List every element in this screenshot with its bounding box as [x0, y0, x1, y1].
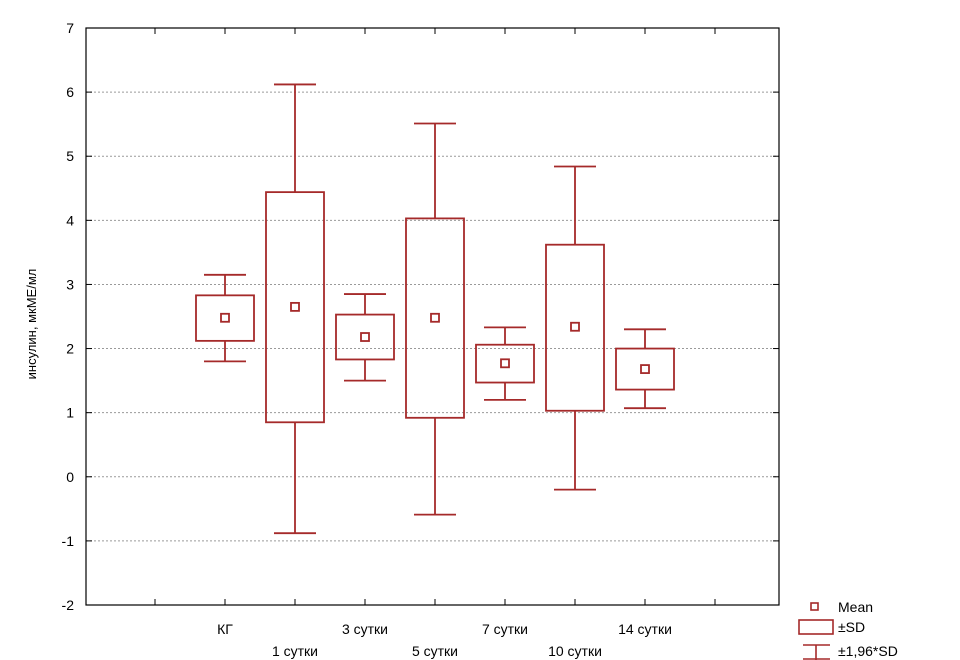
- mean-marker: [500, 358, 510, 369]
- box-group: [615, 328, 675, 410]
- legend: Mean ±SD ±1,96*SD: [798, 599, 898, 660]
- sd-box: [615, 347, 675, 391]
- sd-box: [265, 191, 325, 424]
- mean-marker: [360, 332, 370, 342]
- y-axis-label: инсулин, мкМЕ/мл: [24, 269, 39, 380]
- box-group: [195, 273, 255, 363]
- legend-mean-symbol: [810, 602, 819, 611]
- sd-box: [195, 294, 255, 342]
- y-tick-label: 1: [66, 405, 74, 421]
- x-tick-label: 14 сутки: [618, 621, 672, 637]
- sd-box: [545, 243, 605, 412]
- y-tick-label: 4: [66, 212, 74, 228]
- box-group: [545, 165, 605, 491]
- y-tick-label: 6: [66, 84, 74, 100]
- plot-area: [85, 27, 780, 606]
- box-series: [195, 83, 675, 535]
- y-tick-label: 0: [66, 469, 74, 485]
- y-tick-label: -2: [62, 597, 75, 613]
- mean-marker: [290, 301, 300, 312]
- legend-label-mean: Mean: [838, 599, 873, 615]
- mean-marker: [570, 321, 580, 332]
- x-tick-label: 1 сутки: [272, 643, 318, 659]
- mean-marker: [220, 312, 230, 323]
- x-tick-label: 3 сутки: [342, 621, 388, 637]
- y-tick-label: 7: [66, 20, 74, 36]
- sd-box: [335, 313, 395, 361]
- mean-marker: [640, 364, 650, 374]
- y-tick-label: 2: [66, 341, 74, 357]
- x-axis: КГ 1 сутки 3 сутки 5 сутки 7 сутки 10 сутки 14…: [154, 28, 716, 659]
- y-tick-label: -1: [62, 533, 75, 549]
- legend-label-sd: ±SD: [838, 619, 865, 635]
- legend-box-symbol: [798, 619, 834, 635]
- y-tick-label: 5: [66, 148, 74, 164]
- sd-box: [405, 217, 465, 419]
- x-tick-label: 7 сутки: [482, 621, 528, 637]
- y-axis: -2 -1 0 1 2 3 4 5 6 7: [62, 20, 779, 613]
- box-group: [405, 122, 465, 516]
- box-group: [335, 293, 395, 382]
- x-tick-label: КГ: [217, 621, 233, 637]
- mean-marker: [430, 312, 440, 323]
- x-tick-label: 5 сутки: [412, 643, 458, 659]
- sd-box: [475, 343, 535, 384]
- box-group: [475, 326, 535, 401]
- box-group: [265, 83, 325, 535]
- y-tick-label: 3: [66, 276, 74, 292]
- legend-label-ci: ±1,96*SD: [838, 643, 898, 659]
- x-tick-label: 10 сутки: [548, 643, 602, 659]
